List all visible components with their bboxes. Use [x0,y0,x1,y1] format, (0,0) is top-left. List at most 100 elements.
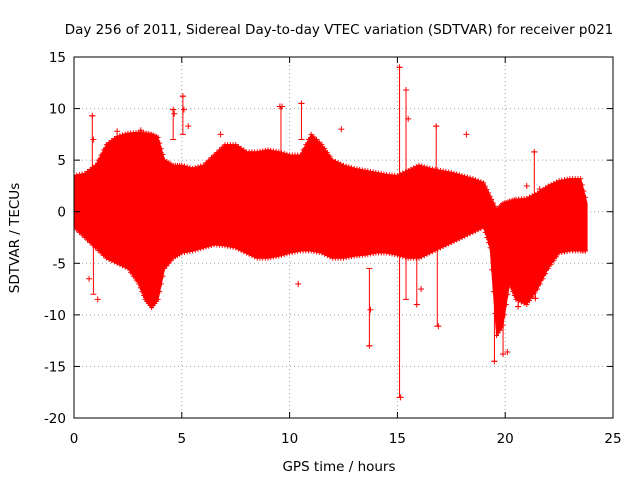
outlier-point [433,123,440,130]
envelope-edge-point [432,166,438,172]
envelope-edge-point [548,182,554,188]
envelope-edge-point [308,248,314,254]
envelope-edge-point [292,249,298,255]
envelope-edge-point [273,254,279,260]
envelope-edge-point [125,265,131,271]
envelope-edge-point [184,164,190,170]
outlier-point [397,394,404,401]
envelope-edge-point [90,164,96,170]
envelope-edge-point [225,243,231,249]
error-bar [90,178,97,295]
envelope-edge-point [357,166,363,172]
envelope-edge-point [120,263,126,269]
envelope-edge-point [238,145,244,151]
envelope-edge-point [341,255,346,261]
envelope-edge-point [327,254,333,260]
outlier-point [185,123,192,130]
envelope-edge-point [179,250,185,256]
envelope-edge-point [252,254,258,260]
envelope-edge-point [137,285,143,291]
envelope-edge-point [367,168,373,174]
envelope-edge-point [561,249,567,255]
envelope-edge-point [192,247,198,253]
outlier-point [523,182,530,189]
envelope-edge-point [316,249,322,255]
envelope-edge-point [203,244,209,250]
envelope-edge-point [579,182,585,188]
envelope-edge-point [545,265,551,271]
envelope-edge-point [200,162,206,168]
envelope-edge-point [429,249,435,255]
envelope-edge-point [79,232,85,238]
envelope-edge-point [524,302,530,308]
envelope-edge-point [98,250,104,256]
envelope-edge-point [553,254,559,260]
envelope-edge-point [578,176,584,182]
envelope-edge-point [198,246,204,252]
outlier-point [491,358,498,365]
envelope-edge-point [195,164,201,170]
envelope-edge-point [349,165,355,171]
outlier-point [405,115,412,122]
envelope-edge-point [381,171,387,177]
envelope-edge-point [505,291,511,297]
envelope-edge-point [421,253,427,259]
y-tick-label: -15 [44,359,66,375]
envelope-edge-point [583,194,589,200]
envelope-edge-point [160,273,166,279]
envelope-edge-point [384,250,390,256]
envelope-edge-point [270,148,276,154]
envelope-edge-point [559,177,565,183]
envelope-edge-point [270,254,276,260]
envelope-edge-point [392,252,398,258]
outlier-point [90,136,97,143]
envelope-edge-point [535,190,541,196]
envelope-edge-point [451,170,457,176]
envelope-edge-point [120,132,126,138]
envelope-edge-point [164,263,170,269]
envelope-edge-point [448,170,454,176]
envelope-edge-point [308,131,314,137]
envelope-edge-point [249,253,255,259]
envelope-edge-point [230,244,236,250]
envelope-edge-point [376,170,382,176]
outlier-point [217,131,224,138]
envelope-edge-point [459,173,465,179]
error-bar [433,125,440,171]
envelope-edge-point [459,235,465,240]
envelope-edge-point [157,140,163,146]
y-tick-label: -5 [53,256,66,272]
envelope-edge-point [268,147,274,153]
envelope-edge-point [456,172,462,178]
outlier-point [279,103,286,110]
envelope-edge-point [581,188,587,194]
envelope-edge-point [101,253,107,259]
outlier-point [258,159,265,166]
envelope-edge-point [424,165,430,171]
envelope-edge-point [76,229,82,235]
envelope-edge-point [279,150,285,156]
envelope-edge-point [190,165,196,171]
envelope-edge-point [203,160,209,166]
envelope-edge-point [122,131,128,137]
envelope-edge-point [362,252,368,258]
outlier-point [418,286,425,293]
envelope-edge-point [139,289,145,295]
envelope-edge-point [561,177,567,183]
envelope-edge-point [103,142,109,148]
envelope-edge-point [136,281,142,287]
envelope-edge-point [551,180,557,186]
envelope-edge-point [470,176,476,182]
envelope-edge-point [419,254,425,260]
envelope-edge-point [268,255,274,261]
error-bar [277,106,284,156]
envelope-edge-point [485,190,491,196]
envelope-edge-point [545,183,551,189]
envelope-edge-point [521,300,527,306]
envelope-edge-point [111,259,117,265]
x-tick-label: 10 [281,431,298,447]
envelope-edge-point [260,148,266,154]
outlier-point [515,303,522,310]
envelope-edge-point [166,260,172,266]
outlier-point [500,351,507,358]
